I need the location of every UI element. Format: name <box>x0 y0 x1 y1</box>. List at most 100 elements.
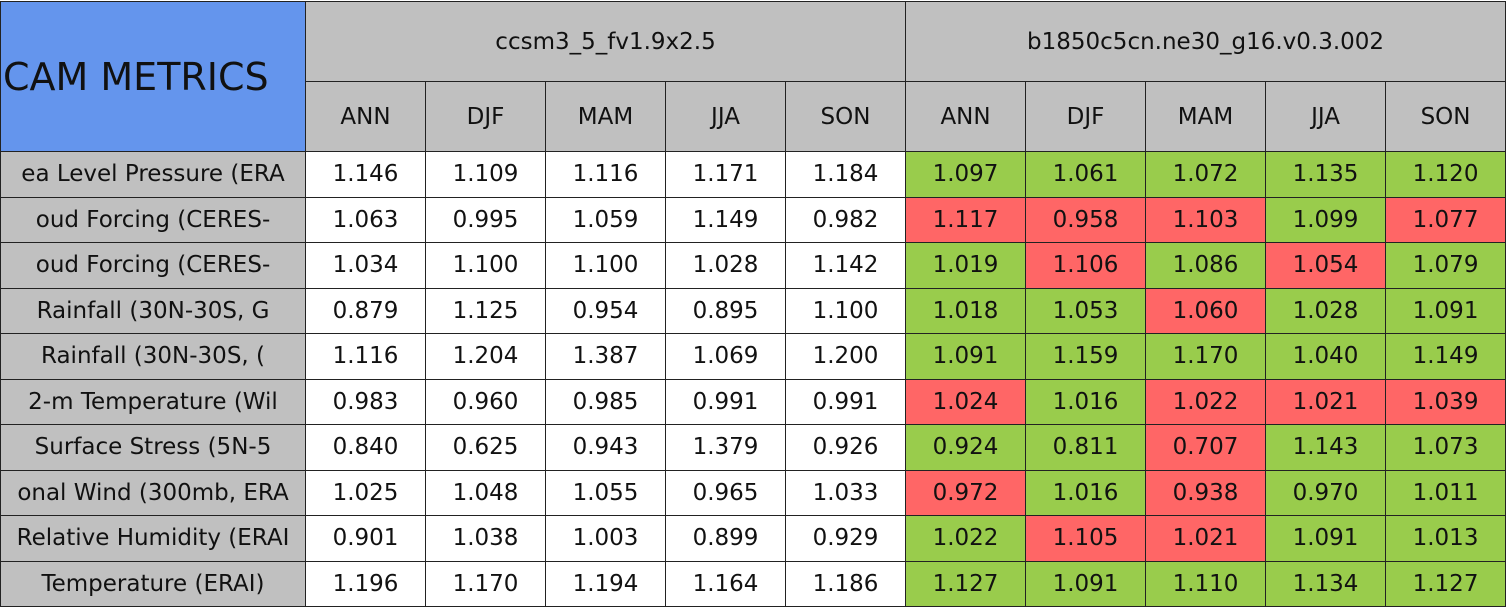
value-cell: 0.954 <box>545 287 666 334</box>
value-cell: 1.097 <box>905 151 1027 198</box>
value-cell: 1.186 <box>784 560 907 607</box>
value-cell: 1.091 <box>905 333 1027 380</box>
value-cell: 1.053 <box>1025 287 1147 334</box>
metric-label: ea Level Pressure (ERA <box>0 151 306 198</box>
value-cell: 0.901 <box>305 515 426 562</box>
value-cell: 1.048 <box>425 469 546 516</box>
value-cell: 1.003 <box>545 515 666 562</box>
metric-label: 2-m Temperature (Wil <box>0 378 306 425</box>
value-cell: 1.146 <box>305 151 426 198</box>
value-cell: 1.149 <box>665 196 786 243</box>
value-cell: 0.811 <box>1025 424 1147 471</box>
value-cell: 1.072 <box>1145 151 1267 198</box>
metric-label-text: Rainfall (30N-30S, ( <box>40 343 266 370</box>
value-cell: 1.116 <box>545 151 666 198</box>
value-cell: 1.159 <box>1025 333 1147 380</box>
value-cell: 0.985 <box>545 378 666 425</box>
value-cell: 0.983 <box>305 378 426 425</box>
value-cell: 1.125 <box>425 287 546 334</box>
value-cell: 1.021 <box>1145 515 1267 562</box>
value-cell: 1.073 <box>1385 424 1507 471</box>
value-cell: 1.135 <box>1265 151 1387 198</box>
season-row: ANN DJF MAM JJA SON ANN DJF MAM JJA SON <box>1 81 1507 152</box>
metric-label: Temperature (ERAI) <box>0 560 306 607</box>
season-header: SON <box>784 81 907 152</box>
value-cell: 0.707 <box>1145 424 1267 471</box>
metric-label: oud Forcing (CERES- <box>0 196 306 243</box>
metric-label-text: oud Forcing (CERES- <box>35 252 271 279</box>
value-cell: 1.184 <box>784 151 907 198</box>
value-cell: 1.038 <box>425 515 546 562</box>
header-row: CAM METRICS ccsm3_5_fv1.9x2.5 b1850c5cn.ne… <box>0 1 1507 152</box>
metric-label: Rainfall (30N-30S, ( <box>0 333 306 380</box>
value-cell: 1.387 <box>545 333 666 380</box>
metric-label: Relative Humidity (ERAI <box>0 515 306 562</box>
metric-label-text: Surface Stress (5N-5 <box>34 434 272 461</box>
season-header: ANN <box>905 81 1027 152</box>
value-cell: 1.021 <box>1265 378 1387 425</box>
metric-label: onal Wind (300mb, ERA <box>0 469 306 516</box>
season-header: DJF <box>1025 81 1147 152</box>
metric-label-text: oud Forcing (CERES- <box>35 206 271 233</box>
value-cell: 1.077 <box>1385 196 1507 243</box>
metric-row: 2-m Temperature (Wil 0.983 0.960 0.985 0.991… <box>0 378 1507 425</box>
value-cell: 1.016 <box>1025 378 1147 425</box>
value-cell: 1.100 <box>784 287 907 334</box>
value-cell: 1.024 <box>905 378 1027 425</box>
value-cell: 1.379 <box>665 424 786 471</box>
value-cell: 1.149 <box>1385 333 1507 380</box>
season-header: JJA <box>1265 81 1387 152</box>
value-cell: 1.127 <box>1385 560 1507 607</box>
value-cell: 1.099 <box>1265 196 1387 243</box>
season-header: JJA <box>665 81 786 152</box>
value-cell: 1.100 <box>545 242 666 289</box>
value-cell: 1.110 <box>1145 560 1267 607</box>
value-cell: 1.019 <box>905 242 1027 289</box>
metric-row: Relative Humidity (ERAI 0.901 1.038 1.003 0.… <box>0 515 1507 562</box>
value-cell: 1.200 <box>784 333 907 380</box>
metric-row: Temperature (ERAI) 1.196 1.170 1.194 1.164 1.… <box>0 560 1507 607</box>
value-cell: 1.127 <box>905 560 1027 607</box>
metric-row: Rainfall (30N-30S, G 0.879 1.125 0.954 0.895… <box>0 287 1507 334</box>
value-cell: 0.982 <box>784 196 907 243</box>
value-cell: 1.109 <box>425 151 546 198</box>
season-header: MAM <box>1145 81 1267 152</box>
metric-row: ea Level Pressure (ERA 1.146 1.109 1.116 1.1… <box>0 151 1507 198</box>
value-cell: 1.170 <box>425 560 546 607</box>
value-cell: 0.899 <box>665 515 786 562</box>
value-cell: 0.840 <box>305 424 426 471</box>
value-cell: 1.117 <box>905 196 1027 243</box>
value-cell: 1.069 <box>665 333 786 380</box>
metric-label-text: onal Wind (300mb, ERA <box>17 479 289 506</box>
metric-label-text: Relative Humidity (ERAI <box>16 525 290 552</box>
value-cell: 1.116 <box>305 333 426 380</box>
value-cell: 0.970 <box>1265 469 1387 516</box>
metric-label-text: ea Level Pressure (ERA <box>21 161 285 188</box>
case-header: b1850c5cn.ne30_g16.v0.3.002 <box>905 1 1507 82</box>
value-cell: 1.105 <box>1025 515 1147 562</box>
value-cell: 1.028 <box>1265 287 1387 334</box>
value-cell: 1.091 <box>1385 287 1507 334</box>
value-cell: 1.033 <box>784 469 907 516</box>
metric-row: oud Forcing (CERES- 1.063 0.995 1.059 1.149 0… <box>0 196 1507 243</box>
value-cell: 1.091 <box>1025 560 1147 607</box>
value-cell: 0.938 <box>1145 469 1267 516</box>
value-cell: 0.960 <box>425 378 546 425</box>
value-cell: 0.879 <box>305 287 426 334</box>
value-cell: 1.142 <box>784 242 907 289</box>
value-cell: 1.034 <box>305 242 426 289</box>
value-cell: 1.061 <box>1025 151 1147 198</box>
value-cell: 0.972 <box>905 469 1027 516</box>
metric-label-text: Temperature (ERAI) <box>41 570 265 597</box>
metric-row: onal Wind (300mb, ERA 1.025 1.048 1.055 0.96… <box>0 469 1507 516</box>
value-cell: 0.995 <box>425 196 546 243</box>
value-cell: 1.091 <box>1265 515 1387 562</box>
case-header: ccsm3_5_fv1.9x2.5 <box>304 1 907 82</box>
value-cell: 1.134 <box>1265 560 1387 607</box>
value-cell: 1.204 <box>425 333 546 380</box>
title-cell: CAM METRICS <box>0 1 306 152</box>
value-cell: 1.120 <box>1385 151 1507 198</box>
season-header: DJF <box>425 81 546 152</box>
value-cell: 1.025 <box>305 469 426 516</box>
